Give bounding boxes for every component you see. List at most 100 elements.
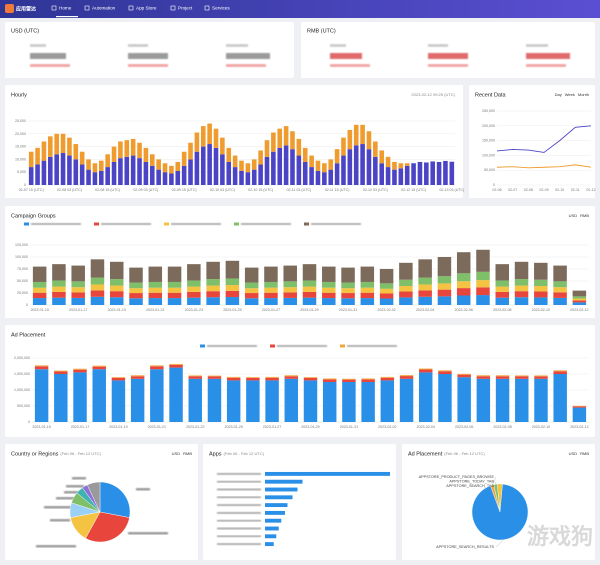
toggle[interactable]: USD (172, 451, 181, 456)
y-tick-label: 75,000 (17, 267, 28, 271)
bar-segment (244, 267, 259, 283)
bar-segment (244, 282, 259, 289)
toggle[interactable]: USD (569, 451, 578, 456)
bar-segment (534, 378, 548, 422)
x-tick-label: 02-08 (524, 188, 533, 192)
bar-segment (32, 266, 47, 282)
bar-segment (54, 371, 68, 374)
bar-segment (302, 291, 317, 298)
bar-segment (226, 377, 241, 381)
x-tick-label: 02-09 (539, 188, 548, 192)
bar-segment (226, 376, 241, 378)
bar-segment (124, 156, 130, 185)
bar-segment (399, 279, 413, 287)
toggle[interactable]: Week (565, 92, 575, 97)
bar-segment (90, 290, 105, 297)
bar-segment (449, 161, 455, 185)
bar-segment (419, 368, 433, 370)
bar-segment (495, 378, 510, 422)
x-tick-label: 2023-02-10 (532, 425, 550, 429)
bar-segment (284, 375, 299, 377)
bar-segment (148, 287, 163, 293)
bar-segment (399, 378, 414, 422)
bar-segment (322, 378, 337, 380)
toggle[interactable]: RMB (580, 213, 589, 218)
bar-segment (290, 149, 295, 185)
bar-segment (277, 147, 283, 185)
bar-segment (515, 375, 529, 377)
bar-segment (553, 297, 567, 305)
bar-segment (341, 155, 346, 185)
bar-segment (341, 288, 355, 294)
label-blurred (217, 519, 261, 522)
bar-segment (129, 293, 143, 299)
card (469, 85, 595, 198)
toggle[interactable]: Month (578, 92, 589, 97)
x-tick-label: 2023-02-06 (455, 308, 473, 312)
bar-segment (379, 268, 394, 284)
bar-segment (379, 298, 394, 305)
bar-segment (399, 375, 414, 377)
bar-segment (130, 378, 145, 422)
bar-segment (129, 267, 143, 283)
pie-slice (471, 483, 529, 541)
x-tick-label: 2023-01-29 (301, 425, 319, 429)
toggle[interactable]: USD (569, 213, 578, 218)
bar-segment (232, 167, 238, 185)
bar-segment (553, 371, 567, 374)
bar-segment (360, 287, 375, 293)
bar-segment (225, 260, 240, 279)
bar-segment (315, 160, 321, 171)
bar-segment (71, 287, 85, 293)
x-tick-label: 2023-01-27 (263, 425, 281, 429)
bar-segment (283, 265, 297, 282)
legend-text-blurred (31, 223, 81, 225)
menu-item[interactable]: Automation (92, 6, 116, 11)
bar-segment (515, 376, 529, 379)
menu-item[interactable]: Services (212, 6, 230, 11)
bar-segment (167, 298, 182, 305)
pie-label: APPSTORE_SEARCH_RESULTS (436, 545, 494, 549)
bar-segment (73, 372, 87, 422)
y-tick-label: 15,000 (15, 145, 26, 149)
bar-segment (322, 281, 336, 288)
y-tick-label: 1,500,000 (14, 372, 30, 376)
chart-title: Campaign Groups (11, 213, 56, 219)
menu-item[interactable]: App Store (136, 6, 157, 11)
x-tick-label: 2023-01-15 (30, 308, 48, 312)
bar-segment (302, 147, 308, 162)
legend-swatch (304, 222, 309, 226)
bar-segment (54, 133, 59, 155)
toggle[interactable]: RMB (580, 451, 589, 456)
legend-text-blurred (207, 345, 257, 347)
bar-segment (302, 286, 317, 292)
legend-text-blurred (277, 345, 327, 347)
bar-segment (302, 280, 317, 287)
bar-segment (419, 369, 433, 373)
bar-segment (398, 168, 404, 185)
bar-segment (437, 283, 452, 290)
menu-item[interactable]: Home (59, 6, 72, 11)
toggle[interactable]: Day (555, 92, 562, 97)
active-underline (56, 16, 78, 18)
logo-text: 应用雷达 (16, 5, 36, 12)
bar-segment (169, 173, 174, 185)
menu-item[interactable]: Project (178, 6, 193, 11)
bar-segment (79, 164, 85, 185)
bar (265, 526, 279, 531)
bar-segment (200, 126, 206, 147)
y-tick-label: 100,000 (15, 255, 28, 259)
bar-segment (32, 287, 47, 293)
bar-segment (167, 292, 182, 299)
bar-segment (437, 296, 452, 305)
bar-segment (296, 138, 302, 156)
toggle[interactable]: RMB (183, 451, 192, 456)
bar-segment (380, 380, 395, 422)
bar-segment (156, 159, 161, 170)
y-tick-label: 25,000 (15, 119, 26, 123)
card (301, 22, 595, 78)
bar-segment (443, 160, 448, 185)
bar-segment (34, 365, 49, 367)
bar-segment (534, 286, 548, 292)
